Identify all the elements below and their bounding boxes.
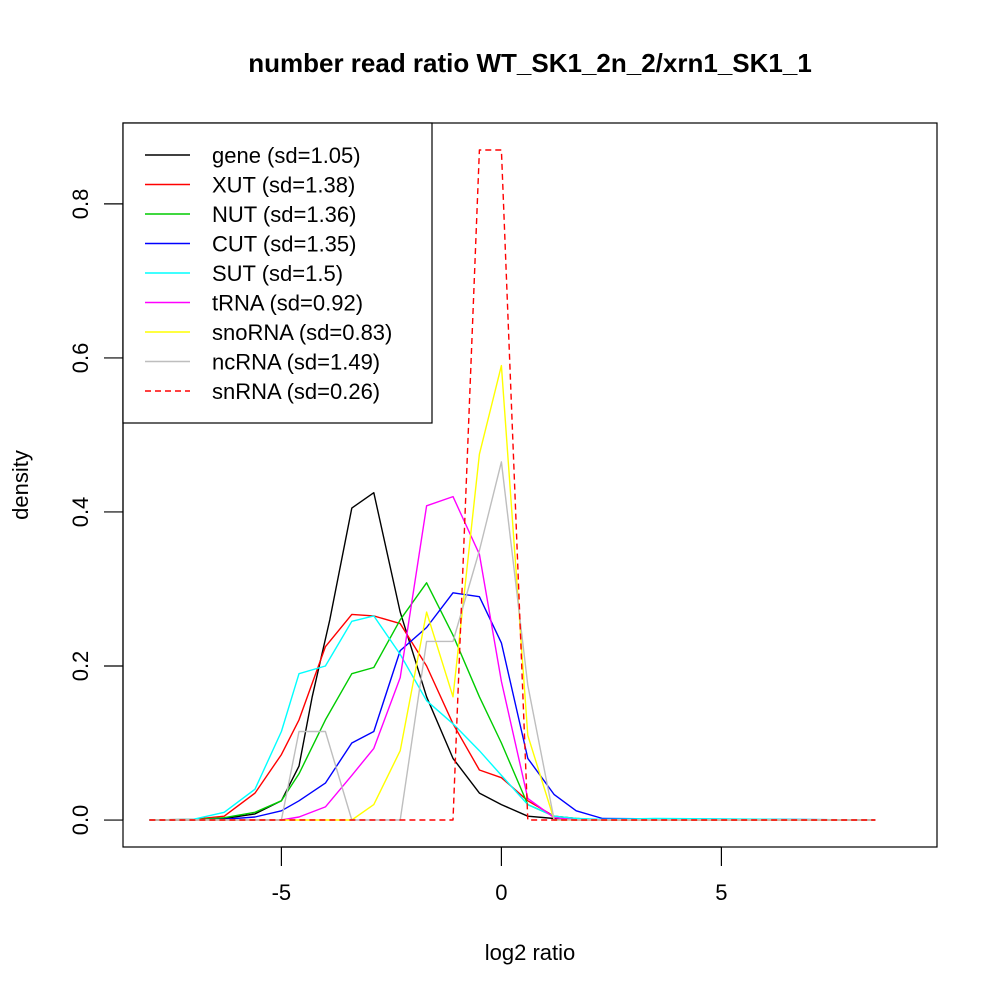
- legend-label-8: ncRNA (sd=1.49): [212, 350, 380, 375]
- series-line-4: [149, 592, 876, 821]
- x-tick-label: -5: [272, 880, 292, 905]
- series-line-9: [149, 149, 876, 821]
- series-line-1: [149, 492, 876, 821]
- legend-label-3: NUT (sd=1.36): [212, 202, 356, 227]
- legend-label-4: CUT (sd=1.35): [212, 232, 356, 257]
- y-tick-label: 0.4: [68, 497, 93, 528]
- chart-title: number read ratio WT_SK1_2n_2/xrn1_SK1_1: [248, 48, 812, 78]
- legend-label-9: snRNA (sd=0.26): [212, 379, 380, 404]
- legend: gene (sd=1.05) XUT (sd=1.38) NUT (sd=1.36)…: [122, 122, 433, 424]
- y-tick-label: 0.0: [68, 805, 93, 836]
- legend-label-5: SUT (sd=1.5): [212, 261, 343, 286]
- x-axis: -5 0 5: [272, 846, 728, 905]
- legend-label-2: XUT (sd=1.38): [212, 173, 355, 198]
- y-tick-label: 0.8: [68, 189, 93, 220]
- y-axis: 0.0 0.2 0.4 0.6 0.8: [68, 189, 124, 836]
- y-tick-label: 0.6: [68, 343, 93, 374]
- y-axis-label: density: [8, 450, 33, 520]
- series-line-2: [149, 613, 876, 821]
- x-tick-label: 0: [495, 880, 507, 905]
- y-tick-label: 0.2: [68, 651, 93, 682]
- series-line-5: [149, 615, 876, 821]
- legend-label-1: gene (sd=1.05): [212, 143, 361, 168]
- x-tick-label: 5: [715, 880, 727, 905]
- series-line-8: [149, 461, 876, 821]
- series-line-3: [149, 582, 876, 821]
- legend-label-6: tRNA (sd=0.92): [212, 291, 363, 316]
- x-axis-label: log2 ratio: [485, 940, 576, 965]
- series-line-7: [149, 364, 876, 821]
- series-line-6: [149, 495, 876, 821]
- series-layer: [149, 149, 876, 821]
- legend-label-7: snoRNA (sd=0.83): [212, 320, 392, 345]
